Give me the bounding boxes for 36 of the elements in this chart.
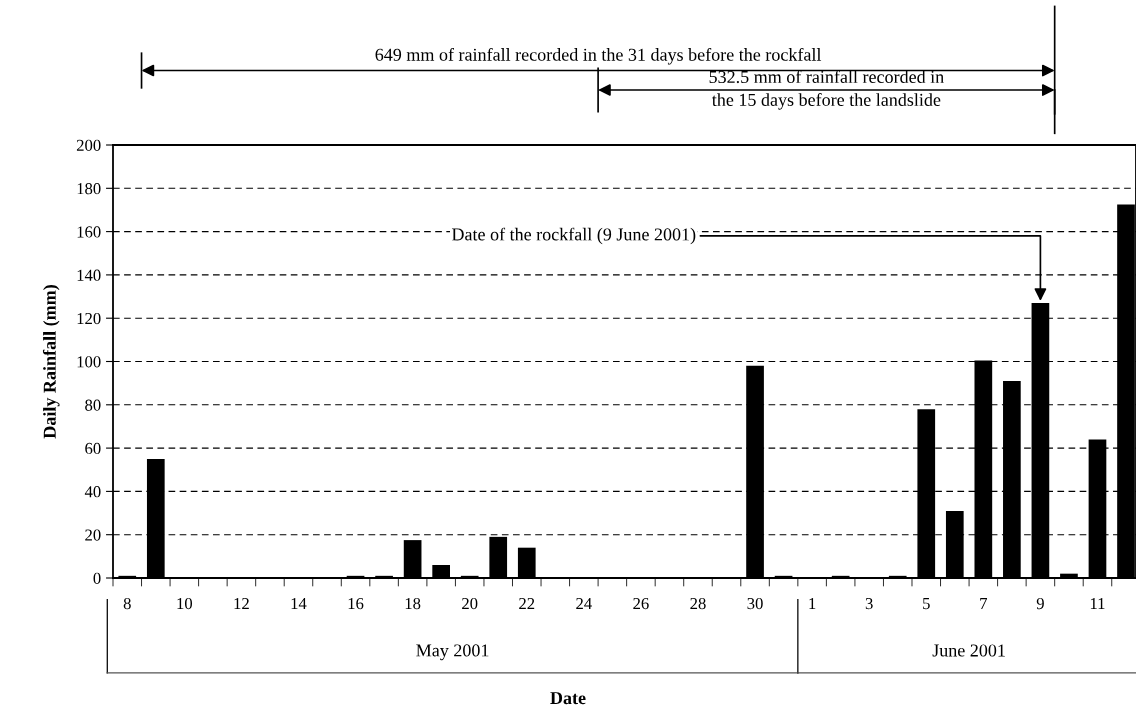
y-tick-label: 180 xyxy=(77,183,101,195)
x-tick-label: 5 xyxy=(923,598,930,610)
annotation: Date of the rockfall (9 June 2001) xyxy=(451,227,696,245)
x-tick-label: 22 xyxy=(519,597,535,610)
y-tick-label: 100 xyxy=(77,356,101,368)
text: June 2001 xyxy=(932,644,1005,657)
y-tick-label: 0 xyxy=(93,572,101,584)
y-tick-label: 40 xyxy=(84,486,101,498)
x-axis-title: Date xyxy=(550,692,586,705)
x-tick-label: 7 xyxy=(980,598,988,610)
y-tick-label: 140 xyxy=(77,269,101,281)
text: 532.5 mm of rainfall recorded in the 15 days before the landslide xyxy=(709,70,944,110)
x-tick-label: 8 xyxy=(123,597,131,610)
x-tick-label: 11 xyxy=(1090,598,1105,610)
x-tick-label: 28 xyxy=(690,597,706,610)
x-tick-label: 26 xyxy=(633,597,649,610)
x-tick-label: 10 xyxy=(177,597,193,610)
x-tick-label: 3 xyxy=(865,597,873,610)
x-tick-label: 12 xyxy=(234,597,249,610)
y-tick-label: 80 xyxy=(85,399,101,411)
x-tick-label: 16 xyxy=(348,597,364,610)
y-tick-label: 160 xyxy=(77,226,101,238)
y-tick-label: 20 xyxy=(85,529,101,541)
x-tick-label: 9 xyxy=(1036,597,1044,610)
text: 649 mm of rainfall recorded in the 31 days before the rockfall xyxy=(375,47,822,65)
y-tick-label: 200 xyxy=(76,139,101,151)
x-tick-label: 1 xyxy=(809,598,816,610)
y-axis-title: Daily Rainfall (mm) xyxy=(42,285,60,439)
x-tick-label: 30 xyxy=(747,597,763,610)
x-tick-label: 18 xyxy=(405,597,421,610)
x-tick-label: 14 xyxy=(291,598,307,610)
x-tick-label: 24 xyxy=(576,597,592,610)
x-tick-label: 20 xyxy=(462,597,478,610)
text: May 2001 xyxy=(416,644,489,661)
y-tick-label: 60 xyxy=(85,442,101,455)
y-tick-label: 120 xyxy=(77,312,101,325)
